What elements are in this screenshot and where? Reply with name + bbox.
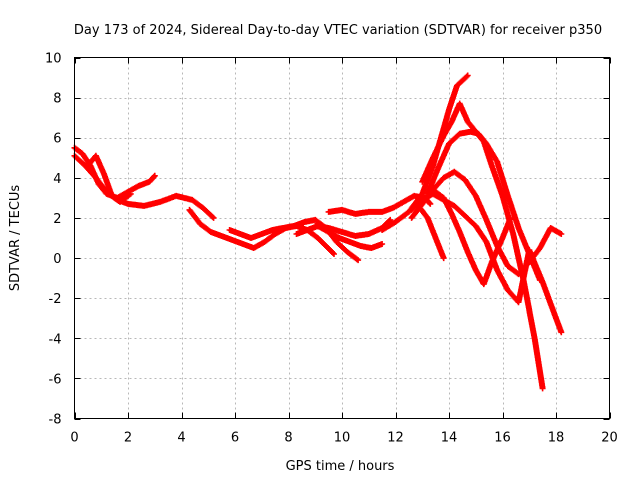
y-tick-label: 2 <box>53 212 61 227</box>
sat-trace-8 <box>312 216 394 239</box>
data-marks <box>312 216 394 239</box>
y-tick-label: 6 <box>53 132 61 147</box>
sat-trace-15 <box>413 200 447 262</box>
x-tick-label: 0 <box>70 431 78 446</box>
x-tick-label: 16 <box>494 431 511 446</box>
y-tick-label: 10 <box>45 52 62 67</box>
y-tick-label: 0 <box>53 252 61 267</box>
x-tick-label: 18 <box>548 431 565 446</box>
y-axis-label: SDTVAR / TECUs <box>8 185 23 292</box>
data-marks <box>84 152 134 205</box>
x-tick-label: 8 <box>284 431 292 446</box>
sat-trace-13 <box>408 190 565 336</box>
x-tick-label: 6 <box>231 431 239 446</box>
sat-trace-1 <box>71 144 158 201</box>
series-layer <box>71 72 565 392</box>
y-tick-label: -2 <box>49 292 62 307</box>
x-tick-label: 4 <box>177 431 185 446</box>
y-tick-label: 4 <box>53 172 61 187</box>
x-tick-label: 2 <box>124 431 132 446</box>
data-marks <box>408 190 565 336</box>
x-tick-label: 10 <box>334 431 351 446</box>
chart-title: Day 173 of 2024, Sidereal Day-to-day VTE… <box>74 23 602 38</box>
x-tick-label: 14 <box>441 431 458 446</box>
data-marks <box>413 200 447 262</box>
x-tick-label: 20 <box>601 431 618 446</box>
y-tick-label: -6 <box>49 372 62 387</box>
data-marks <box>71 144 158 201</box>
sat-trace-14 <box>432 188 514 288</box>
y-tick-label: -4 <box>49 332 62 347</box>
y-tick-label: -8 <box>49 413 62 428</box>
y-tick-label: 8 <box>53 92 61 107</box>
sat-trace-3 <box>84 152 134 205</box>
x-axis-label: GPS time / hours <box>286 459 395 474</box>
x-tick-label: 12 <box>387 431 404 446</box>
data-marks <box>432 188 514 288</box>
tick-layer: 0 2 4 6 8 10 12 14 16 18 20 -8 -6 -4 -2 0 2 4 6 8 10 <box>45 52 618 446</box>
